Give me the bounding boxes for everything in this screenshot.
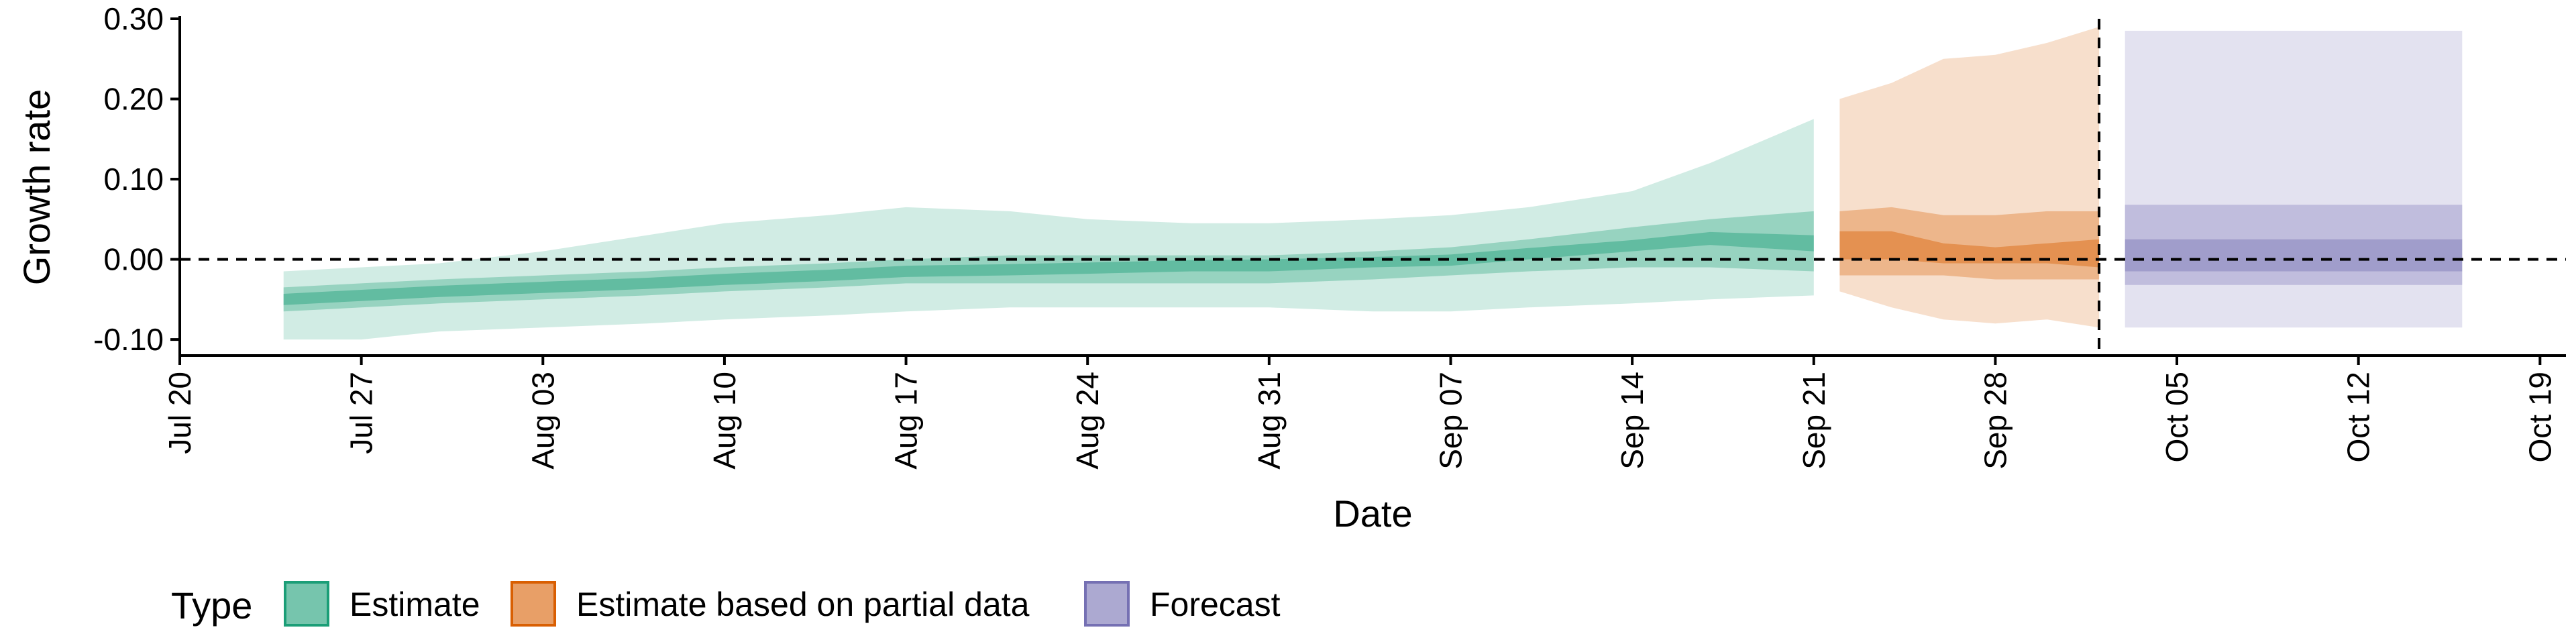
y-tick-label: 0.00 [103,242,164,277]
legend-label-1: Estimate [350,586,480,623]
x-tick-label: Aug 31 [1252,372,1287,470]
x-tick-label: Aug 24 [1070,372,1105,470]
band-outer-series-3 [2125,30,2463,328]
legend-swatch-1 [284,581,329,627]
band-inner-series-3 [2125,239,2463,272]
x-tick-label: Aug 17 [889,372,924,470]
y-axis-title: Growth rate [15,89,58,286]
axes-layer: -0.10 0.00 0.10 0.20 0.30 Jul 20 Jul 27 Aug 03 A… [93,1,2566,470]
x-tick-label: Jul 20 [162,372,197,454]
y-tick-label: 0.20 [103,82,164,117]
legend-label-2: Estimate based on partial data [576,586,1030,623]
band-inner-series-1 [283,231,1814,305]
x-tick-label: Oct 05 [2159,372,2194,463]
x-tick-label: Sep 07 [1433,372,1468,470]
band-outer-series-2 [1839,27,2100,328]
legend: Type Estimate Estimate based on partial d… [171,581,1281,627]
x-tick-label: Oct 12 [2341,372,2376,463]
legend-label-3: Forecast [1150,586,1281,623]
legend-swatch-3 [1084,581,1130,627]
x-tick-label: Sep 14 [1615,372,1650,470]
x-tick-label: Sep 28 [1978,372,2012,470]
x-tick-label: Oct 19 [2522,372,2557,463]
band-layer [283,27,2463,340]
legend-swatch-2 [511,581,556,627]
y-tick-label: 0.30 [103,1,164,36]
x-tick-label: Aug 10 [707,372,742,470]
x-axis-title: Date [1333,492,1412,535]
y-tick-label: 0.10 [103,162,164,197]
band-inner-series-2 [1839,231,2100,268]
y-tick-label: -0.10 [93,322,164,357]
band-middle-series-2 [1839,207,2100,280]
band-middle-series-1 [283,211,1814,312]
x-tick-label: Sep 21 [1796,372,1831,470]
legend-title: Type [171,584,252,627]
band-outer-series-1 [283,119,1814,340]
band-middle-series-3 [2125,205,2463,285]
x-tick-label: Aug 03 [525,372,560,470]
x-tick-label: Jul 27 [344,372,379,454]
reference-line-layer [180,19,2566,356]
